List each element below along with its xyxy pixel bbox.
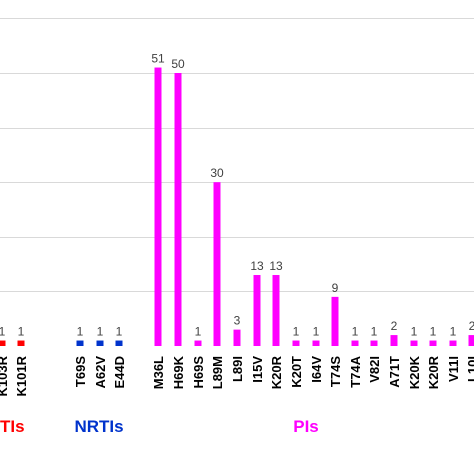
category-label-17: A71T bbox=[387, 356, 402, 388]
category-label-15: T74A bbox=[348, 355, 363, 387]
bar-11 bbox=[272, 275, 280, 346]
category-label-11: K20R bbox=[269, 355, 284, 389]
bar-4 bbox=[115, 340, 123, 346]
data-label-1: 1 bbox=[18, 325, 25, 339]
bar-2 bbox=[76, 340, 84, 346]
bar-9 bbox=[233, 329, 241, 346]
category-label-13: I64V bbox=[309, 356, 324, 383]
data-label-18: 1 bbox=[411, 325, 418, 339]
category-label-3: A62V bbox=[93, 356, 108, 389]
category-label-21: L10I bbox=[465, 356, 474, 382]
data-label-20: 1 bbox=[450, 325, 457, 339]
category-label-8: L89M bbox=[210, 356, 225, 389]
data-label-11: 13 bbox=[269, 259, 283, 273]
category-label-18: K20K bbox=[407, 355, 422, 389]
bar-16 bbox=[370, 340, 378, 346]
bar-5 bbox=[154, 67, 162, 346]
bar-6 bbox=[174, 73, 182, 346]
category-label-6: H69K bbox=[171, 355, 186, 389]
data-label-15: 1 bbox=[352, 325, 359, 339]
data-label-19: 1 bbox=[430, 325, 437, 339]
bar-20 bbox=[449, 340, 457, 346]
bar-10 bbox=[253, 275, 261, 346]
group-label-2: PIs bbox=[293, 417, 319, 436]
bar-18 bbox=[410, 340, 418, 346]
data-label-3: 1 bbox=[97, 325, 104, 339]
category-label-14: T74S bbox=[328, 356, 343, 387]
data-label-6: 50 bbox=[171, 57, 185, 71]
category-label-20: V11I bbox=[446, 356, 461, 382]
category-label-5: M36L bbox=[151, 356, 166, 389]
data-label-5: 51 bbox=[151, 52, 165, 66]
data-label-10: 13 bbox=[250, 259, 264, 273]
bar-3 bbox=[96, 340, 104, 346]
data-label-14: 9 bbox=[332, 281, 339, 295]
bar-7 bbox=[194, 340, 202, 346]
data-label-16: 1 bbox=[371, 325, 378, 339]
category-label-16: V82I bbox=[367, 356, 382, 383]
bar-13 bbox=[312, 340, 320, 346]
data-label-8: 30 bbox=[210, 166, 224, 180]
category-label-12: K20T bbox=[289, 356, 304, 388]
data-label-21: 2 bbox=[469, 319, 474, 333]
category-label-9: L89I bbox=[230, 356, 245, 382]
data-label-12: 1 bbox=[293, 325, 300, 339]
data-label-2: 1 bbox=[77, 325, 84, 339]
category-label-7: H69S bbox=[191, 356, 206, 389]
bar-8 bbox=[213, 182, 221, 346]
category-label-10: I15V bbox=[250, 356, 265, 383]
category-label-2: T69S bbox=[73, 356, 88, 387]
bar-12 bbox=[292, 340, 300, 346]
category-label-19: K20R bbox=[426, 355, 441, 389]
data-label-9: 3 bbox=[234, 314, 241, 328]
data-label-4: 1 bbox=[116, 325, 123, 339]
data-label-7: 1 bbox=[195, 325, 202, 339]
group-label-0: TIs bbox=[0, 417, 25, 436]
bar-1 bbox=[17, 340, 25, 346]
category-label-4: E44D bbox=[112, 356, 127, 389]
data-label-0: 1 bbox=[0, 325, 6, 339]
bar-17 bbox=[390, 335, 398, 346]
group-label-1: NRTIs bbox=[74, 417, 123, 436]
bar-0 bbox=[0, 340, 6, 346]
category-label-0: K103R bbox=[0, 355, 10, 396]
data-label-17: 2 bbox=[391, 319, 398, 333]
category-label-1: K101R bbox=[14, 355, 29, 396]
data-label-13: 1 bbox=[313, 325, 320, 339]
bar-14 bbox=[331, 296, 339, 346]
bar-21 bbox=[468, 335, 474, 346]
bar-19 bbox=[429, 340, 437, 346]
bar-15 bbox=[351, 340, 359, 346]
